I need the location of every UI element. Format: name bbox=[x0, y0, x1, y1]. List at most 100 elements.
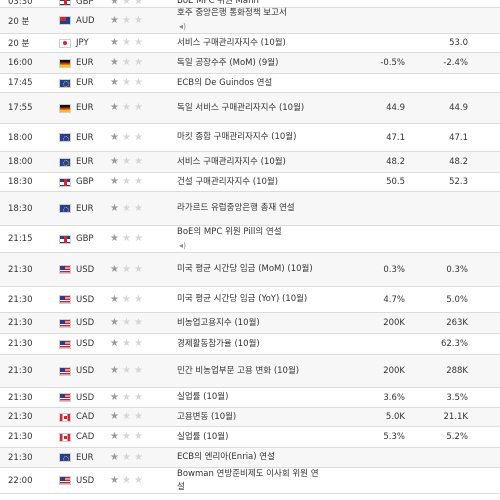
calendar-row[interactable]: 18:30 EUR ★ ★ ★ 라가르드 유럽중앙은행 총재 연설 bbox=[0, 192, 500, 226]
star-icon: ★ bbox=[121, 317, 131, 328]
importance-rating: ★ ★ ★ bbox=[110, 0, 164, 7]
event-name[interactable]: 미국 평균 시간당 임금 (MoM) (10월) bbox=[177, 264, 313, 274]
calendar-row[interactable]: 18:00 EUR ★ ★ ★ 마킷 종합 구매관리자지수 (10월) 47.1 47.1 bbox=[0, 124, 500, 152]
event-name[interactable]: BoE의 MPC 위원 Pill의 연설 bbox=[177, 226, 282, 237]
flag-cell bbox=[58, 34, 72, 52]
actual-value bbox=[325, 468, 405, 493]
event-name[interactable]: 독일 서비스 구매관리자지수 (10월) bbox=[177, 102, 305, 113]
star-icon: ★ bbox=[133, 365, 143, 376]
star-icon: ★ bbox=[121, 431, 131, 442]
star-icon: ★ bbox=[121, 57, 131, 68]
event-name[interactable]: 마킷 종합 구매관리자지수 (10월) bbox=[177, 132, 297, 142]
previous-value bbox=[410, 226, 468, 252]
event-name[interactable]: 실업률 (10월) bbox=[177, 392, 229, 402]
event-cell[interactable]: 독일 서비스 구매관리자지수 (10월) bbox=[177, 93, 325, 123]
event-cell[interactable]: 실업률 (10월) bbox=[177, 427, 325, 447]
calendar-row[interactable]: 20 분 JPY ★ ★ ★ 서비스 구매관리자지수 (10월) 53.0 bbox=[0, 34, 500, 53]
speaker-icon[interactable]: ◂) bbox=[179, 240, 187, 250]
calendar-row[interactable]: 18:00 EUR ★ ★ ★ 서비스 구매관리자지수 (10월) 48.2 48.2 bbox=[0, 152, 500, 173]
calendar-row[interactable]: 21:30 USD ★ ★ ★ 경제활동참가율 (10월) 62.3% bbox=[0, 334, 500, 355]
star-icon: ★ bbox=[133, 263, 143, 275]
event-name[interactable]: 미국 평균 시간당 임금 (YoY) (10월) bbox=[177, 294, 308, 304]
event-wrap: BoE의 MPC 위원 Pill의 연설 ◂) bbox=[177, 226, 282, 253]
currency-code: EUR bbox=[76, 132, 94, 143]
event-cell[interactable]: BoE의 MPC 위원 Pill의 연설 ◂) bbox=[177, 226, 325, 252]
speaker-icon[interactable]: ◂) bbox=[179, 22, 187, 31]
event-name[interactable]: BoE MPC 위원 Mann bbox=[177, 0, 259, 6]
event-cell[interactable]: 비농업고용지수 (10월) bbox=[177, 313, 325, 333]
event-name[interactable]: ECB의 De Guindos 연설 bbox=[177, 77, 273, 88]
event-cell[interactable]: 호주 중앙은행 통화정책 보고서 ◂) bbox=[177, 8, 325, 33]
usa-flag-icon bbox=[59, 295, 71, 304]
star-icon: ★ bbox=[133, 77, 143, 88]
event-cell[interactable]: ECB의 엔리아(Enria) 연설 bbox=[177, 448, 325, 467]
previous-value: -2.4% bbox=[443, 58, 468, 68]
event-name[interactable]: 독일 공장수주 (MoM) (9월) bbox=[177, 57, 279, 68]
importance-rating: ★ ★ ★ bbox=[110, 53, 164, 73]
star-icon: ★ bbox=[110, 0, 119, 7]
event-cell[interactable]: Bowman 연방준비제도 이사회 위원 연설 bbox=[177, 468, 325, 493]
event-cell[interactable]: BoE MPC 위원 Mann bbox=[177, 0, 325, 7]
actual-value bbox=[325, 8, 405, 33]
calendar-row[interactable]: 20 분 AUD ★ ★ ★ 호주 중앙은행 통화정책 보고서 ◂) bbox=[0, 8, 500, 34]
event-cell[interactable]: 실업률 (10월) bbox=[177, 388, 325, 407]
eu-flag-icon bbox=[59, 453, 71, 462]
star-icon: ★ bbox=[110, 338, 119, 349]
calendar-row[interactable]: 21:30 USD ★ ★ ★ 미국 평균 시간당 임금 (YoY) (10월) 4.7% 5… bbox=[0, 287, 500, 313]
calendar-row[interactable]: 21:30 EUR ★ ★ ★ ECB의 엔리아(Enria) 연설 bbox=[0, 448, 500, 468]
calendar-row[interactable]: 18:30 GBP ★ ★ ★ 건설 구매관리자지수 (10월) 50.5 52.3 bbox=[0, 173, 500, 192]
event-cell[interactable]: 독일 공장수주 (MoM) (9월) bbox=[177, 53, 325, 73]
event-name[interactable]: Bowman 연방준비제도 이사회 위원 연설 bbox=[177, 468, 319, 492]
importance-rating: ★ ★ ★ bbox=[110, 427, 164, 447]
event-cell[interactable]: 경제활동참가율 (10월) bbox=[177, 334, 325, 354]
flag-cell bbox=[58, 355, 72, 387]
event-name[interactable]: 실업률 (10월) bbox=[177, 431, 229, 442]
previous-value bbox=[410, 74, 468, 92]
calendar-row[interactable]: 21:30 USD ★ ★ ★ 실업률 (10월) 3.6% 3.5% bbox=[0, 388, 500, 408]
previous-value: 52.3 bbox=[449, 177, 468, 187]
event-cell[interactable]: 라가르드 유럽중앙은행 총재 연설 bbox=[177, 192, 325, 225]
calendar-row[interactable]: 17:55 EUR ★ ★ ★ 독일 서비스 구매관리자지수 (10월) 44.9 44.9 bbox=[0, 93, 500, 124]
event-name[interactable]: 서비스 구매관리자지수 (10월) bbox=[177, 37, 286, 48]
event-name[interactable]: 호주 중앙은행 통화정책 보고서 bbox=[177, 8, 287, 18]
event-name[interactable]: 고용변동 (10월) bbox=[177, 411, 237, 422]
event-cell[interactable]: 민간 비농업부문 고용 변화 (10월) bbox=[177, 355, 325, 387]
event-name[interactable]: 경제활동참가율 (10월) bbox=[177, 338, 260, 349]
calendar-row[interactable]: 21:30 CAD ★ ★ ★ 실업률 (10월) 5.3% 5.2% bbox=[0, 427, 500, 448]
calendar-row[interactable]: 16:00 EUR ★ ★ ★ 독일 공장수주 (MoM) (9월) -0.5% -2.4% bbox=[0, 53, 500, 74]
event-cell[interactable]: ECB의 De Guindos 연설 bbox=[177, 74, 325, 92]
calendar-row[interactable]: 03:30 GBP ★ ★ ★ BoE MPC 위원 Mann bbox=[0, 0, 500, 8]
event-cell[interactable]: 미국 평균 시간당 임금 (YoY) (10월) bbox=[177, 287, 325, 312]
event-time: 22:00 bbox=[8, 475, 33, 486]
event-cell[interactable]: 서비스 구매관리자지수 (10월) bbox=[177, 34, 325, 52]
event-cell[interactable]: 마킷 종합 구매관리자지수 (10월) bbox=[177, 124, 325, 151]
event-cell[interactable]: 서비스 구매관리자지수 (10월) bbox=[177, 152, 325, 172]
event-time: 18:30 bbox=[8, 203, 33, 214]
calendar-row[interactable]: 17:45 EUR ★ ★ ★ ECB의 De Guindos 연설 bbox=[0, 74, 500, 93]
event-cell[interactable]: 고용변동 (10월) bbox=[177, 408, 325, 426]
event-name[interactable]: 라가르드 유럽중앙은행 총재 연설 bbox=[177, 203, 295, 213]
usa-flag-icon bbox=[59, 393, 71, 402]
calendar-row[interactable]: 21:30 CAD ★ ★ ★ 고용변동 (10월) 5.0K 21.1K bbox=[0, 408, 500, 427]
previous-value: 0.3% bbox=[446, 264, 468, 275]
calendar-row[interactable]: 21:30 USD ★ ★ ★ 미국 평균 시간당 임금 (MoM) (10월) 0.3% 0… bbox=[0, 253, 500, 287]
star-icon: ★ bbox=[110, 411, 119, 422]
star-icon: ★ bbox=[133, 233, 143, 244]
calendar-row[interactable]: 21:30 USD ★ ★ ★ 민간 비농업부문 고용 변화 (10월) 200K 288K bbox=[0, 355, 500, 388]
event-name[interactable]: ECB의 엔리아(Enria) 연설 bbox=[177, 452, 275, 462]
event-time: 18:00 bbox=[8, 157, 33, 167]
calendar-row[interactable]: 21:15 GBP ★ ★ ★ BoE의 MPC 위원 Pill의 연설 ◂) bbox=[0, 226, 500, 253]
event-wrap: 미국 평균 시간당 임금 (MoM) (10월) bbox=[177, 263, 313, 276]
event-name[interactable]: 민간 비농업부문 고용 변화 (10월) bbox=[177, 365, 300, 376]
event-cell[interactable]: 건설 구매관리자지수 (10월) bbox=[177, 173, 325, 191]
event-cell[interactable]: 미국 평균 시간당 임금 (MoM) (10월) bbox=[177, 253, 325, 286]
event-name[interactable]: 건설 구매관리자지수 (10월) bbox=[177, 176, 279, 187]
star-icon: ★ bbox=[110, 102, 119, 113]
event-name[interactable]: 비농업고용지수 (10월) bbox=[177, 317, 260, 328]
currency-code: CAD bbox=[76, 412, 95, 422]
event-name[interactable]: 서비스 구매관리자지수 (10월) bbox=[177, 156, 286, 167]
currency-code: USD bbox=[76, 264, 95, 275]
calendar-row[interactable]: 22:00 USD ★ ★ ★ Bowman 연방준비제도 이사회 위원 연설 bbox=[0, 468, 500, 494]
calendar-row[interactable]: 21:30 USD ★ ★ ★ 비농업고용지수 (10월) 200K 263K bbox=[0, 313, 500, 334]
importance-rating: ★ ★ ★ bbox=[110, 287, 164, 312]
